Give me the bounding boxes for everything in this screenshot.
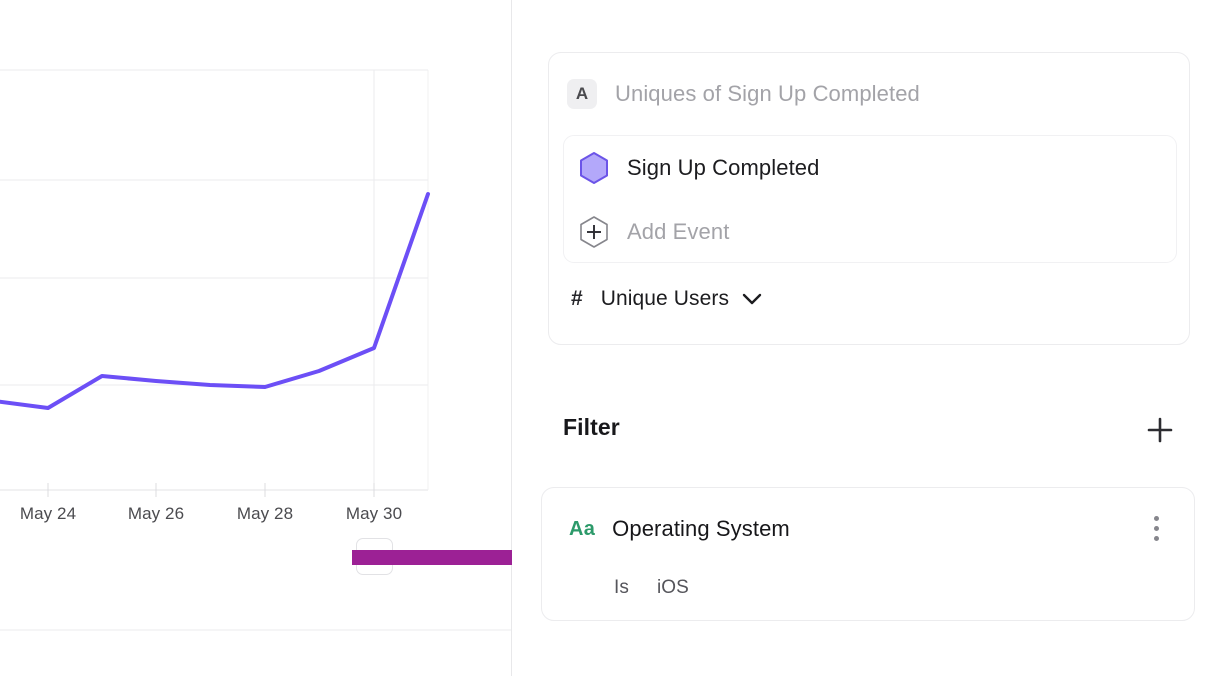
- config-panel: A Uniques of Sign Up Completed Sign Up C…: [512, 0, 1218, 676]
- brush-handle-badge[interactable]: 1: [356, 538, 393, 575]
- events-card: Sign Up Completed Add Event: [563, 135, 1177, 263]
- aggregation-label: Unique Users: [600, 287, 730, 310]
- event-label: Sign Up Completed: [627, 155, 820, 180]
- filter-operator: Is: [614, 577, 629, 598]
- chart-axis-ticks: [47, 483, 375, 497]
- x-tick-label-1: May 26: [127, 504, 185, 523]
- filter-value: iOS: [656, 577, 689, 598]
- chart-series-line: [0, 192, 430, 410]
- hexagon-plus-icon: [580, 216, 608, 248]
- event-row-sign-up-completed[interactable]: Sign Up Completed: [564, 136, 1176, 200]
- aggregation-row[interactable]: # Unique Users: [549, 269, 1189, 329]
- filter-property-name: Operating System: [612, 516, 790, 541]
- x-tick-label-3: May 30: [345, 504, 403, 523]
- filter-header: Filter: [548, 414, 1190, 456]
- x-tick-label-0: May 24: [19, 504, 77, 523]
- metric-card: A Uniques of Sign Up Completed Sign Up C…: [548, 52, 1190, 345]
- metric-letter-badge: A: [567, 79, 597, 109]
- chart-gridlines: [0, 69, 429, 491]
- line-chart: [0, 69, 512, 631]
- pane-divider: [511, 0, 512, 676]
- hexagon-filled-icon: [580, 152, 608, 184]
- plus-icon: [1147, 417, 1173, 443]
- hash-icon: #: [571, 287, 583, 310]
- event-label: Add Event: [627, 219, 730, 244]
- filter-property-row[interactable]: Aa Operating System: [542, 488, 1194, 570]
- event-row-add-event[interactable]: Add Event: [564, 200, 1176, 264]
- kebab-menu-icon[interactable]: [1140, 508, 1172, 548]
- text-type-icon: Aa: [569, 517, 596, 540]
- x-tick-label-2: May 28: [236, 504, 294, 523]
- chart-pane: May 24 May 26 May 28 May 30 1: [0, 0, 512, 676]
- metric-title-input[interactable]: Uniques of Sign Up Completed: [615, 81, 920, 106]
- chevron-down-icon[interactable]: [742, 293, 762, 306]
- filter-heading: Filter: [563, 414, 620, 440]
- metric-title-row[interactable]: A Uniques of Sign Up Completed: [549, 53, 1189, 135]
- add-filter-button[interactable]: [1138, 408, 1182, 452]
- filter-condition-row[interactable]: Is iOS: [542, 566, 1194, 610]
- filter-card[interactable]: Aa Operating System Is iOS: [541, 487, 1195, 621]
